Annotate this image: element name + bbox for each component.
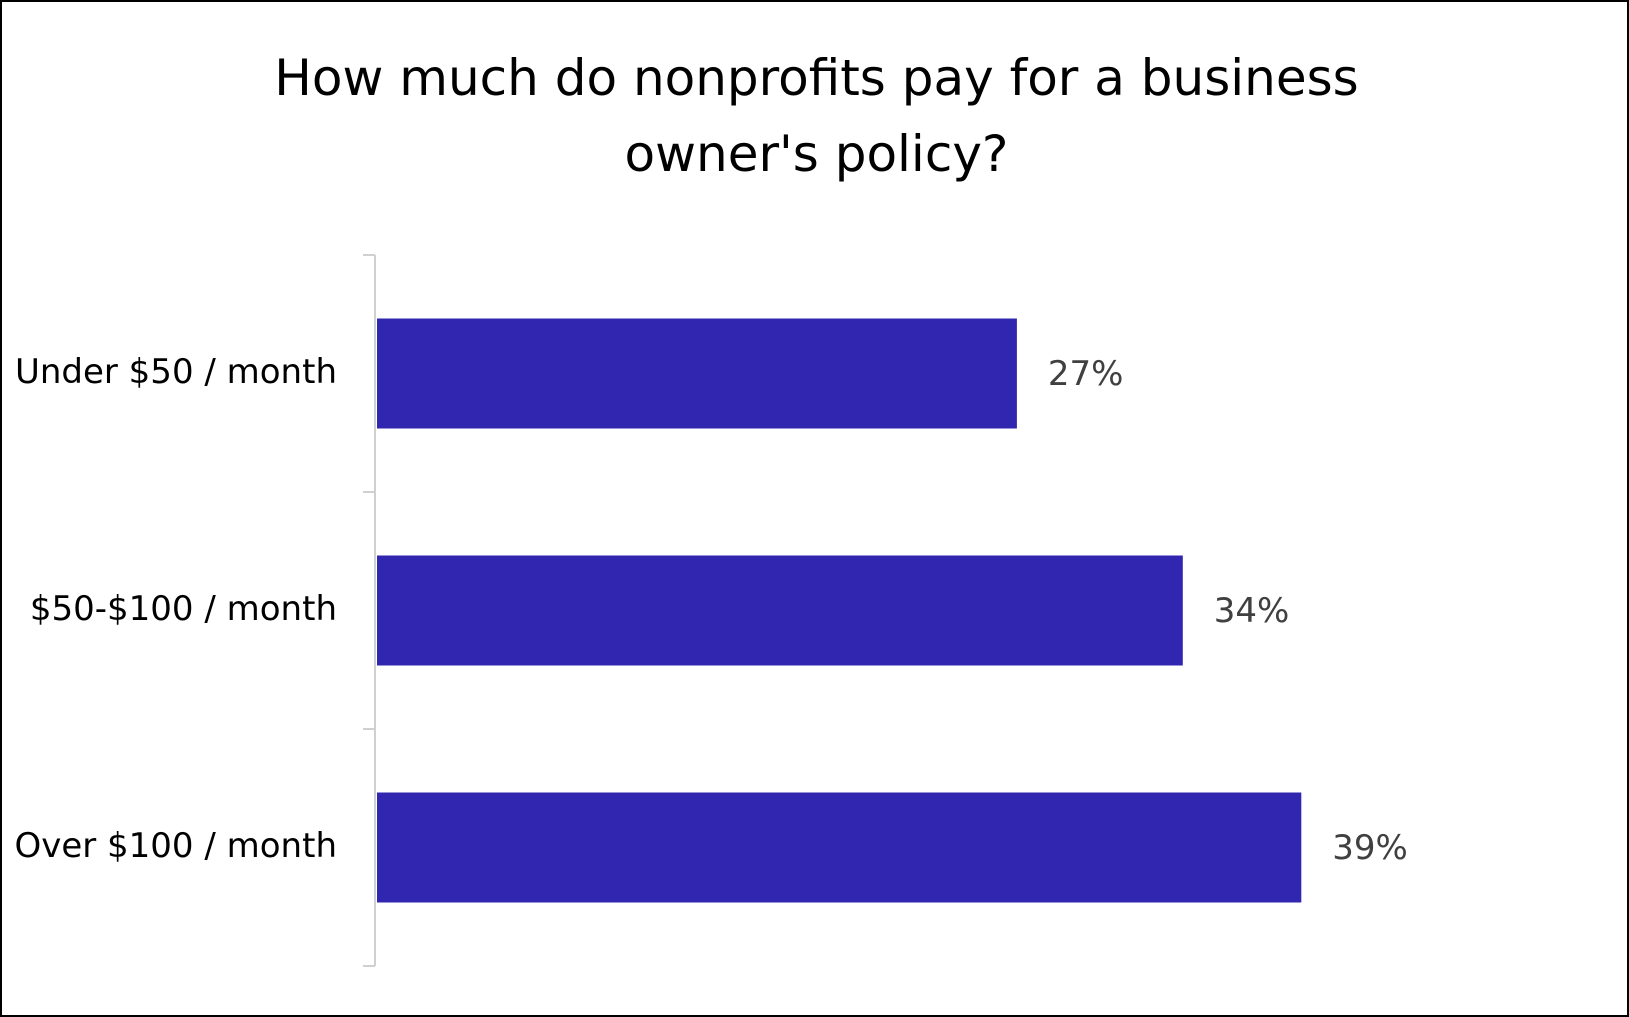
bar	[377, 318, 1017, 429]
bar	[377, 555, 1183, 666]
category-label: Under $50 / month	[15, 352, 337, 392]
bar	[377, 792, 1302, 903]
chart-title-box: How much do nonprofits pay for a busines…	[2, 40, 1629, 192]
category-axis	[363, 254, 376, 967]
value-label: 39%	[1332, 828, 1408, 868]
value-label: 34%	[1214, 591, 1290, 631]
category-label: Over $100 / month	[14, 826, 337, 866]
chart-title: How much do nonprofits pay for a busines…	[274, 49, 1359, 183]
category-label: $50-$100 / month	[30, 589, 337, 629]
value-label: 27%	[1048, 354, 1124, 394]
